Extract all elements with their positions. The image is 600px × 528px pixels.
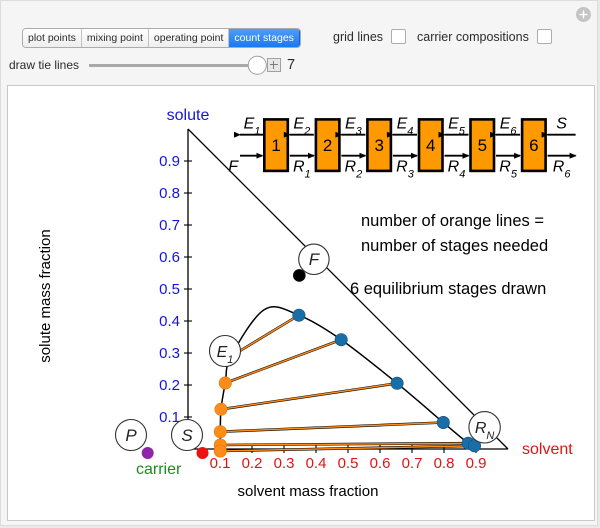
svg-text:2: 2: [323, 136, 332, 155]
svg-text:0.3: 0.3: [274, 455, 295, 472]
svg-text:0.3: 0.3: [159, 345, 180, 362]
svg-text:0.9: 0.9: [159, 153, 180, 170]
svg-text:0.7: 0.7: [159, 217, 180, 234]
svg-text:carrier: carrier: [136, 461, 182, 478]
svg-text:number of stages needed: number of stages needed: [361, 237, 548, 255]
svg-text:0.8: 0.8: [159, 185, 180, 202]
svg-text:S: S: [181, 426, 193, 445]
svg-text:solvent mass fraction: solvent mass fraction: [238, 483, 379, 500]
svg-text:F: F: [309, 250, 321, 269]
svg-text:solute: solute: [167, 107, 210, 124]
svg-text:0.6: 0.6: [159, 249, 180, 266]
svg-text:1: 1: [271, 136, 280, 155]
svg-text:6: 6: [529, 136, 538, 155]
svg-text:F: F: [228, 159, 239, 176]
svg-text:0.1: 0.1: [210, 455, 231, 472]
svg-text:0.4: 0.4: [306, 455, 327, 472]
svg-text:5: 5: [478, 136, 487, 155]
svg-text:solute mass fraction: solute mass fraction: [37, 229, 54, 362]
svg-text:R2: R2: [345, 159, 363, 181]
svg-text:3: 3: [374, 136, 383, 155]
svg-text:0.5: 0.5: [338, 455, 359, 472]
svg-text:4: 4: [426, 136, 435, 155]
svg-text:number of orange lines =: number of orange lines =: [361, 212, 544, 230]
svg-text:0.4: 0.4: [159, 313, 180, 330]
svg-text:0.9: 0.9: [466, 455, 487, 472]
svg-text:R4: R4: [448, 159, 466, 181]
svg-text:0.2: 0.2: [242, 455, 263, 472]
svg-text:S: S: [556, 116, 567, 133]
svg-text:0.7: 0.7: [402, 455, 423, 472]
svg-text:R5: R5: [499, 159, 518, 181]
svg-text:R1: R1: [293, 159, 311, 181]
svg-text:R6: R6: [553, 159, 572, 181]
svg-text:0.6: 0.6: [370, 455, 391, 472]
svg-text:0.8: 0.8: [434, 455, 455, 472]
svg-text:6 equilibrium stages drawn: 6 equilibrium stages drawn: [350, 280, 546, 298]
svg-text:P: P: [125, 426, 137, 445]
svg-text:R3: R3: [396, 159, 415, 181]
svg-text:0.5: 0.5: [159, 281, 180, 298]
svg-text:solvent: solvent: [522, 441, 573, 458]
svg-text:0.2: 0.2: [159, 377, 180, 394]
